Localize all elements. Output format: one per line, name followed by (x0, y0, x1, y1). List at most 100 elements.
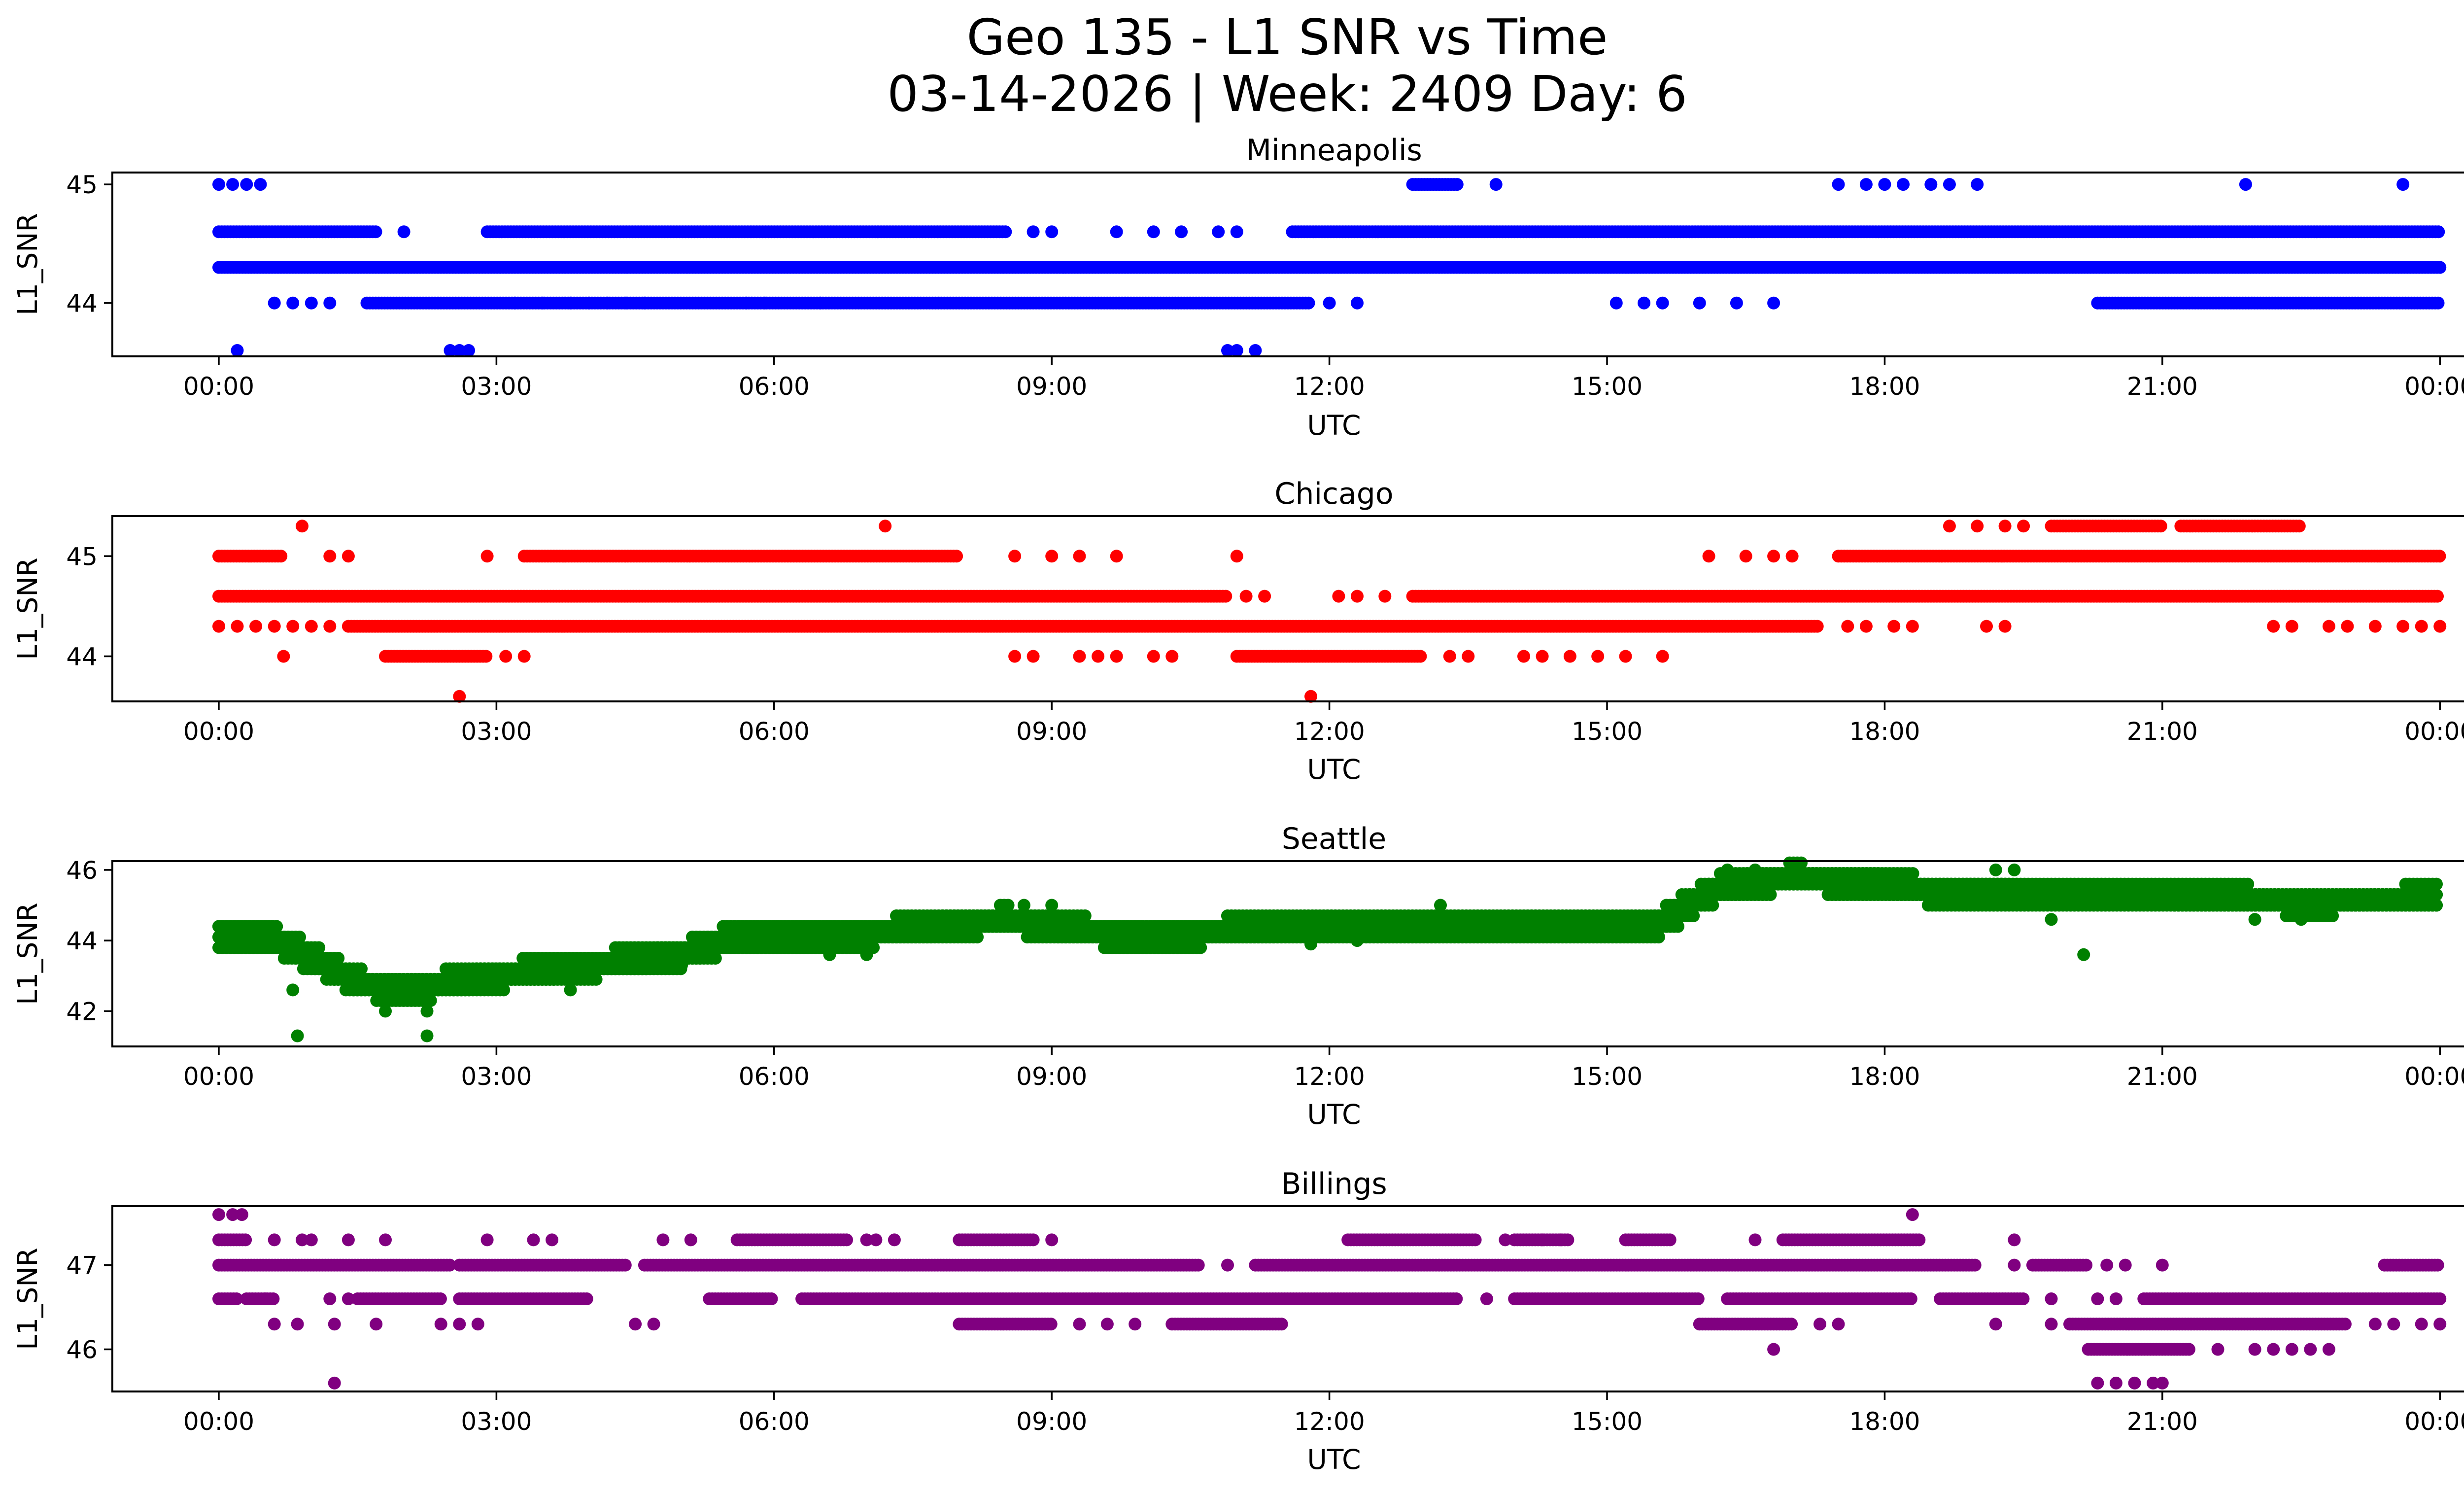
data-point (879, 520, 892, 533)
data-point (1767, 550, 1780, 563)
data-point (499, 650, 513, 663)
data-point (1906, 620, 1919, 633)
data-point (249, 620, 263, 633)
data-point (1027, 225, 1040, 239)
data-point (1980, 620, 1993, 633)
data-point (1147, 650, 1160, 663)
data-point (305, 620, 318, 633)
x-tick-label: 06:00 (739, 372, 810, 401)
data-point (2433, 261, 2447, 274)
data-point (601, 296, 614, 310)
data-point (999, 225, 1012, 239)
x-tick-label: 21:00 (2127, 372, 2198, 401)
data-point (212, 178, 225, 191)
data-point (277, 650, 290, 663)
data-point (1998, 520, 2012, 533)
x-tick-label: 18:00 (1849, 372, 1920, 401)
data-point (2431, 296, 2445, 310)
x-tick-label: 00:00 (2404, 372, 2464, 401)
scatter-points-layer (212, 178, 2447, 357)
data-point (2239, 178, 2252, 191)
x-axis-label: UTC (1307, 410, 1361, 441)
data-point (1943, 520, 1956, 533)
data-point (1656, 650, 1669, 663)
data-point (1443, 650, 1456, 663)
data-point (1302, 296, 1315, 310)
data-point (2396, 178, 2410, 191)
y-tick-label: 45 (66, 171, 98, 199)
data-point (1230, 344, 1243, 357)
data-point (1450, 178, 1464, 191)
data-point (1110, 650, 1123, 663)
subplot-title: Seattle (1282, 822, 1386, 856)
data-point (397, 225, 411, 239)
data-point (582, 296, 596, 310)
data-point (2431, 590, 2444, 603)
figure-title-line1: Geo 135 - L1 SNR vs Time (967, 8, 1608, 66)
data-point (1859, 620, 1873, 633)
data-point (1887, 620, 1901, 633)
data-point (305, 296, 318, 310)
data-point (1878, 178, 1891, 191)
data-point (1517, 650, 1530, 663)
data-point (1563, 650, 1576, 663)
x-tick-label: 03:00 (461, 717, 532, 746)
data-point (1258, 590, 1271, 603)
data-point (1008, 650, 1022, 663)
data-point (479, 650, 493, 663)
data-point (638, 296, 651, 310)
data-point (462, 344, 475, 357)
data-point (1147, 225, 1160, 239)
data-point (254, 178, 267, 191)
data-point (1027, 650, 1040, 663)
data-point (1767, 296, 1780, 310)
data-point (950, 550, 963, 563)
data-point (1462, 650, 1475, 663)
data-point (1841, 620, 1854, 633)
x-tick-label: 21:00 (2127, 717, 2198, 746)
data-point (1230, 550, 1243, 563)
data-point (1739, 550, 1752, 563)
x-tick-label: 00:00 (2404, 717, 2464, 746)
data-point (1230, 225, 1243, 239)
data-point (1693, 296, 1706, 310)
data-point (2154, 520, 2167, 533)
data-point (268, 296, 281, 310)
data-point (1591, 650, 1605, 663)
data-point (2017, 520, 2030, 533)
data-point (740, 296, 753, 310)
x-tick-label: 15:00 (1572, 372, 1643, 401)
data-point (1239, 590, 1253, 603)
data-point (2368, 620, 2382, 633)
data-point (1175, 225, 1188, 239)
data-point (2285, 620, 2298, 633)
data-point (1323, 296, 1336, 310)
data-point (1730, 296, 1743, 310)
y-tick-label: 44 (66, 289, 98, 318)
data-point (536, 296, 549, 310)
data-point (1785, 550, 1799, 563)
data-point (369, 225, 382, 239)
data-point (1943, 178, 1956, 191)
data-point (240, 178, 253, 191)
data-point (1859, 178, 1873, 191)
data-point (226, 178, 240, 191)
data-point (1045, 550, 1059, 563)
data-point (564, 296, 577, 310)
y-tick-label: 45 (66, 542, 98, 571)
data-point (342, 550, 355, 563)
data-point (1073, 550, 1086, 563)
data-point (323, 296, 337, 310)
x-axis-label: UTC (1307, 754, 1361, 785)
data-point (2267, 620, 2280, 633)
data-point (2293, 520, 2306, 533)
x-tick-label: 15:00 (1572, 717, 1643, 746)
data-point (1536, 650, 1549, 663)
data-point (2433, 550, 2446, 563)
data-point (1219, 590, 1232, 603)
x-tick-label: 00:00 (183, 717, 254, 746)
data-point (814, 296, 827, 310)
data-point (296, 520, 308, 533)
x-tick-label: 09:00 (1016, 372, 1087, 401)
